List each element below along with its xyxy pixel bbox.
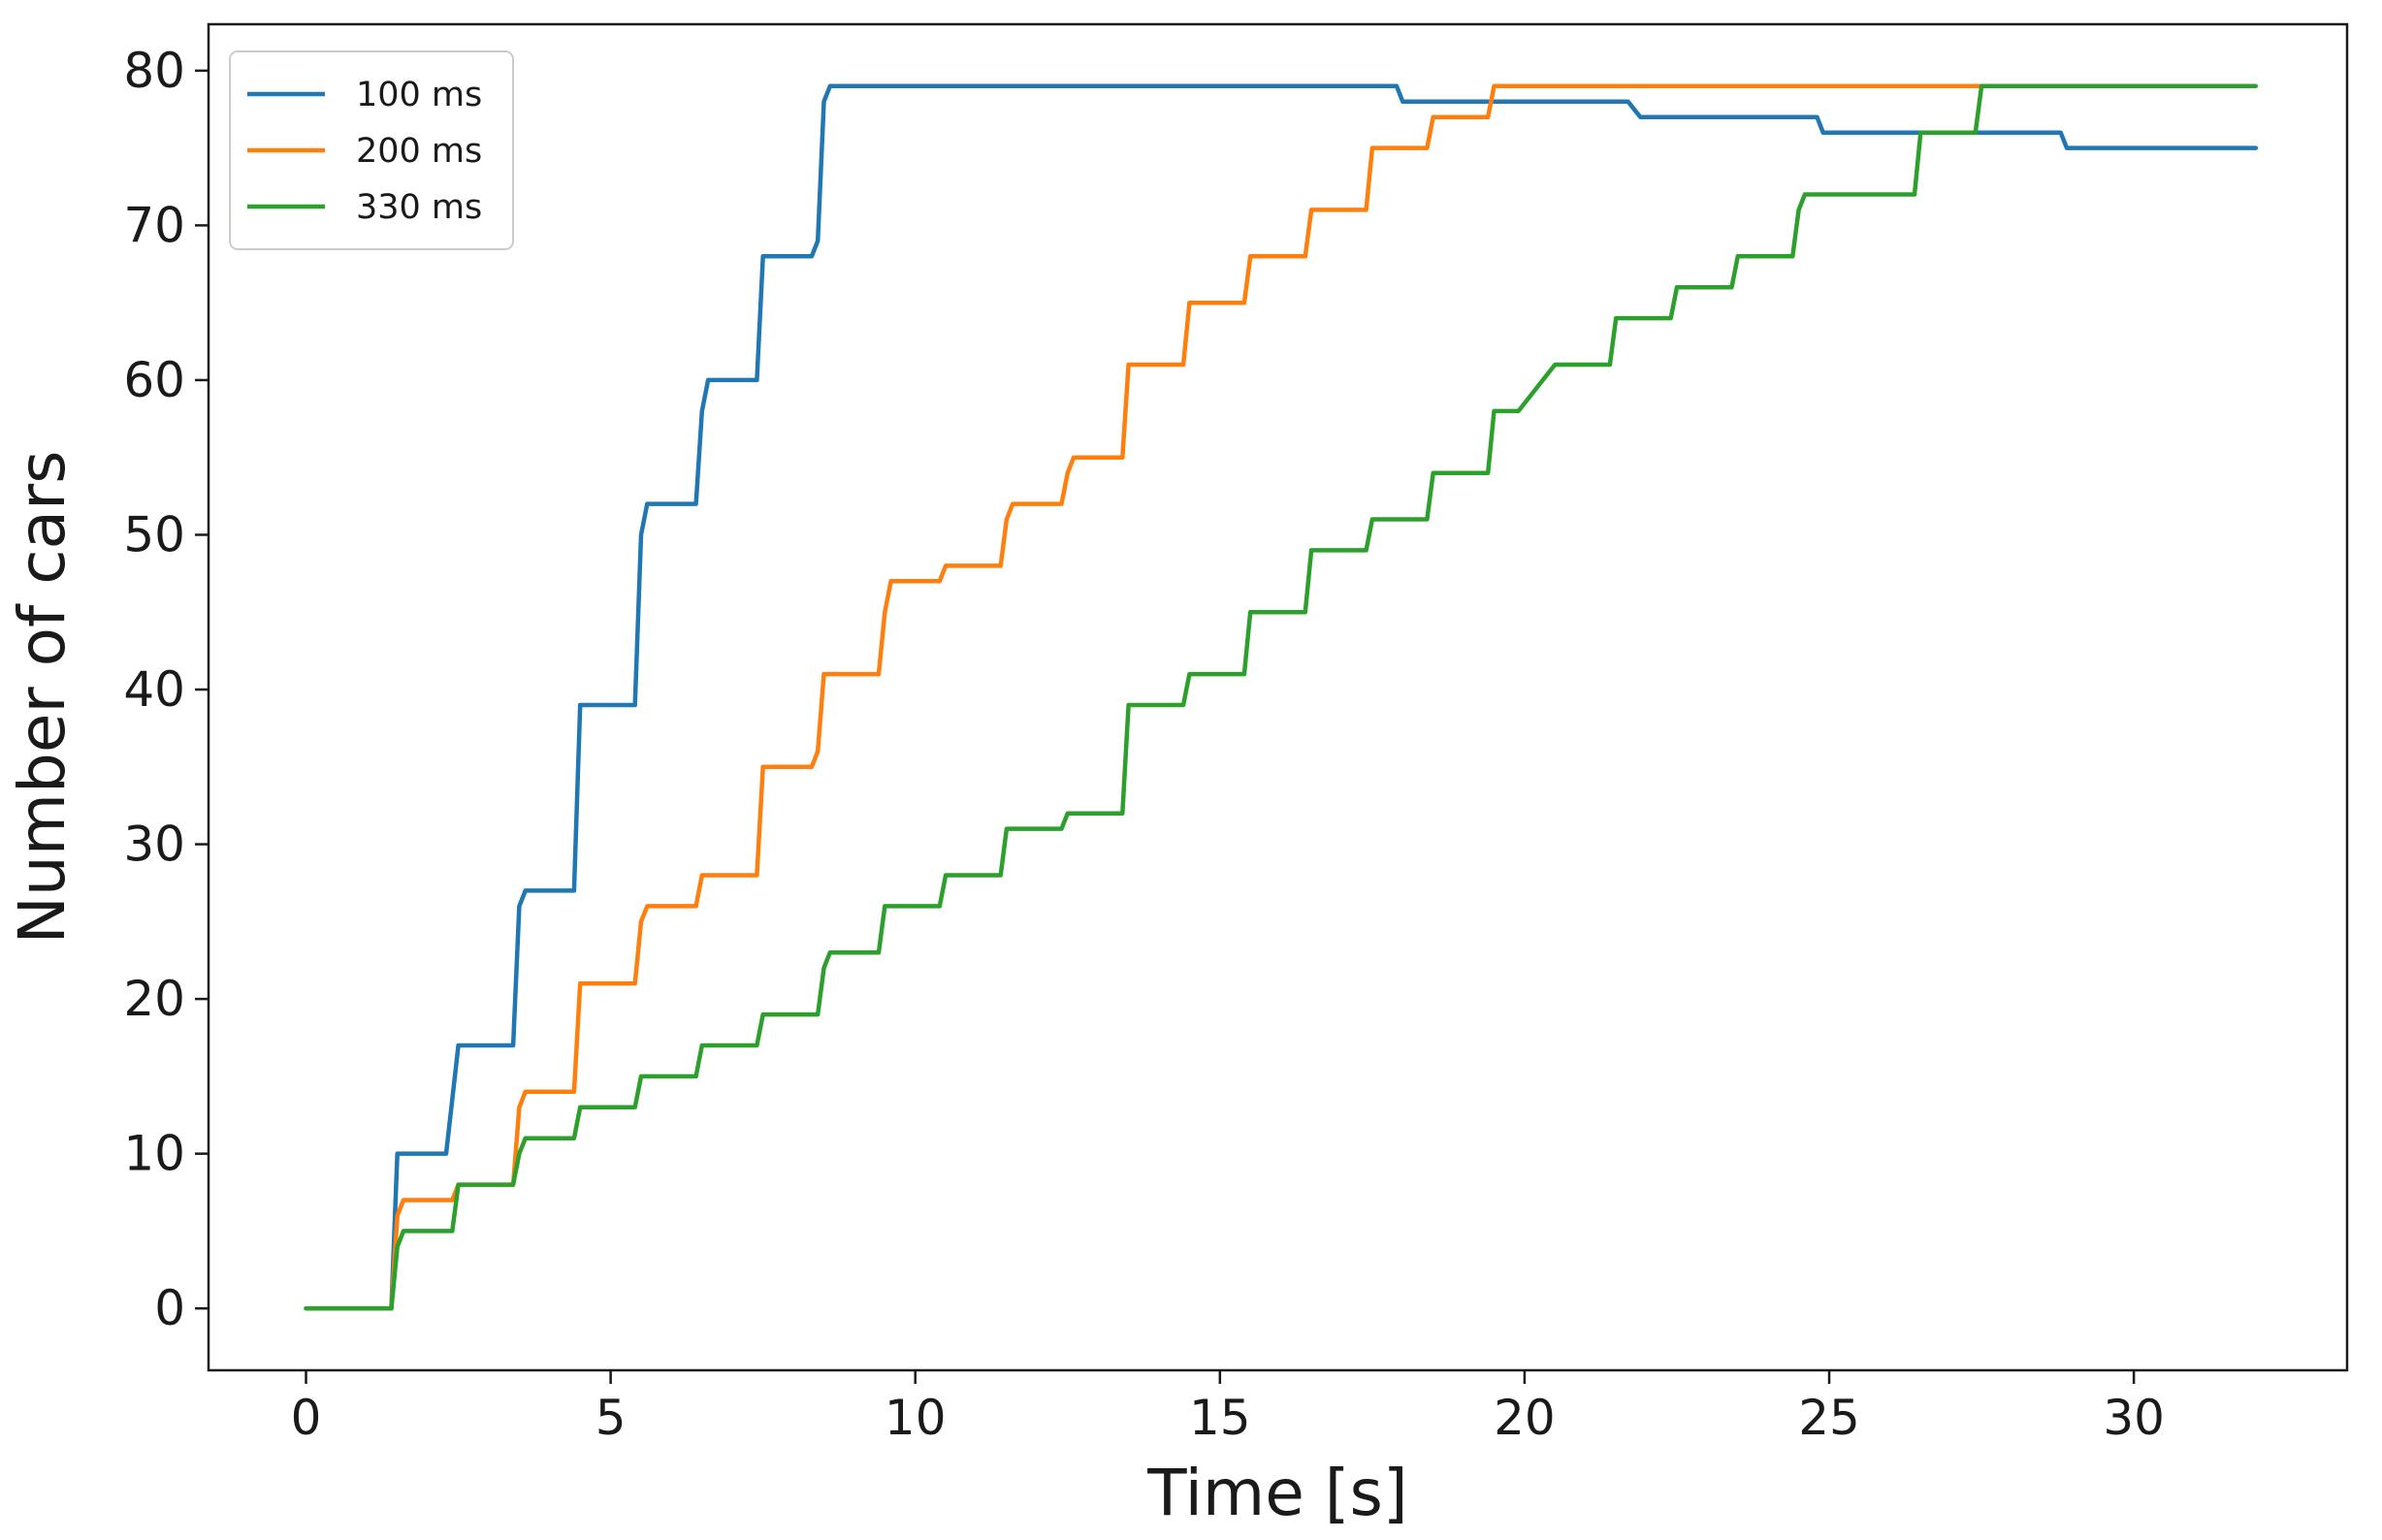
x-tick-label: 0 (291, 1390, 322, 1446)
x-axis-label: Time [s] (1146, 1456, 1407, 1530)
x-tick-label: 10 (885, 1390, 947, 1446)
y-axis-ticks: 0 10 20 30 40 50 60 70 80 (123, 43, 209, 1336)
y-tick-label: 10 (123, 1126, 185, 1182)
x-tick-label: 25 (1798, 1390, 1860, 1446)
y-tick-label: 0 (154, 1280, 185, 1336)
y-axis-label: Number of cars (5, 451, 80, 945)
x-tick-label: 15 (1189, 1390, 1251, 1446)
x-tick-label: 30 (2103, 1390, 2165, 1446)
y-tick-label: 40 (123, 661, 185, 718)
x-axis-ticks: 0 5 10 15 20 25 30 (291, 1370, 2165, 1446)
y-tick-label: 30 (123, 817, 185, 873)
y-tick-label: 50 (123, 506, 185, 562)
legend-label: 100 ms (356, 76, 482, 114)
plot-area-frame (207, 22, 2349, 1372)
x-tick-label: 5 (596, 1390, 627, 1446)
y-tick-label: 60 (123, 352, 185, 408)
y-tick-label: 70 (123, 197, 185, 253)
legend: 100 ms 200 ms 330 ms (229, 50, 514, 250)
series-line-330-ms (304, 83, 2259, 1311)
legend-label: 330 ms (356, 188, 482, 227)
legend-box (229, 50, 514, 250)
x-tick-label: 20 (1494, 1390, 1556, 1446)
series-lines (304, 83, 2259, 1311)
series-line-100-ms (304, 83, 2259, 1311)
y-tick-label: 20 (123, 971, 185, 1027)
legend-label: 200 ms (356, 132, 482, 171)
series-line-200-ms (304, 83, 1984, 1311)
y-tick-label: 80 (123, 43, 185, 99)
